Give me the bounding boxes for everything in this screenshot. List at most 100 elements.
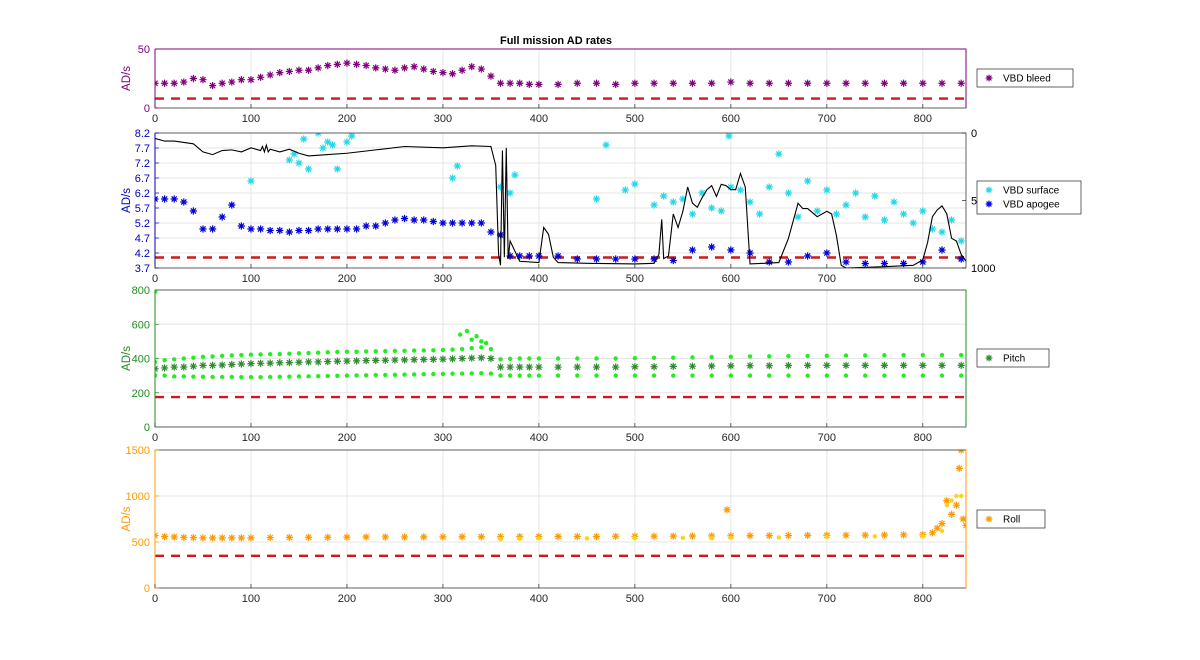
data-point-dot xyxy=(267,374,273,380)
data-point-star xyxy=(880,531,889,539)
data-point-star xyxy=(314,225,322,233)
y-tick-label: 6.2 xyxy=(135,188,150,200)
data-point-star xyxy=(314,358,322,366)
data-point-star xyxy=(496,183,505,191)
data-point-star xyxy=(746,79,754,87)
legend: Roll xyxy=(976,509,1046,529)
data-point-star xyxy=(804,79,812,87)
data-point-dot xyxy=(613,356,618,361)
legend-label: VBD surface xyxy=(1003,186,1060,197)
data-point-star xyxy=(400,214,409,223)
y-axis-label: AD/s xyxy=(121,188,133,213)
data-point-dot xyxy=(805,373,810,378)
data-point-dot xyxy=(258,374,263,380)
legend-box xyxy=(976,180,1082,215)
data-point-dot xyxy=(325,350,330,355)
data-point-star xyxy=(708,79,716,87)
data-point-dot xyxy=(728,535,734,541)
data-point-dot xyxy=(498,537,503,542)
data-point-dot xyxy=(306,350,311,356)
data-point-dot xyxy=(479,371,484,376)
data-point-star xyxy=(900,210,908,218)
data-point-dot xyxy=(354,373,359,378)
data-point-star xyxy=(420,355,428,364)
data-point-star xyxy=(343,357,351,365)
data-point-star xyxy=(708,243,716,251)
data-point-star xyxy=(160,364,169,372)
data-point-star xyxy=(189,74,197,83)
data-point-dot xyxy=(402,372,407,377)
y-tick-label: 5.2 xyxy=(135,218,150,230)
data-point-dot xyxy=(200,354,206,359)
data-point-star xyxy=(506,79,514,87)
x-tick-label: 200 xyxy=(338,593,356,605)
legend: VBD surface VBD apogee xyxy=(976,180,1082,215)
data-point-dot xyxy=(162,373,167,378)
data-point-star xyxy=(727,362,735,370)
data-point-dot xyxy=(872,534,878,539)
data-point-star xyxy=(324,61,332,70)
figure-title: Full mission AD rates xyxy=(500,35,612,47)
data-point-star xyxy=(957,361,965,369)
data-point-star xyxy=(928,529,937,537)
data-point-dot xyxy=(805,353,810,359)
data-point-dot xyxy=(507,356,513,362)
data-point-star xyxy=(688,362,697,370)
data-point-star xyxy=(650,201,658,209)
data-point-dot xyxy=(882,373,887,378)
legend-label: Roll xyxy=(1003,515,1020,526)
data-point-star xyxy=(160,79,169,87)
data-point-dot xyxy=(671,373,676,378)
data-point-dot xyxy=(411,348,417,353)
data-point-dot xyxy=(181,356,186,361)
data-point-star xyxy=(727,183,735,191)
data-point-dot xyxy=(959,352,964,358)
x-tick-label: 300 xyxy=(434,113,452,125)
data-point-dot xyxy=(680,535,686,541)
data-point-star xyxy=(199,534,207,542)
data-point-dot xyxy=(575,373,580,378)
data-point-star xyxy=(420,65,428,73)
data-point-star xyxy=(506,252,514,260)
data-point-dot xyxy=(863,373,868,378)
data-point-star xyxy=(328,141,337,149)
y-tick-label: 5.7 xyxy=(135,203,150,215)
y-axis-label: AD/s xyxy=(121,506,133,531)
data-point-star xyxy=(765,79,773,87)
data-point-star xyxy=(468,219,476,227)
x-tick-label: 600 xyxy=(722,432,740,444)
data-point-dot xyxy=(258,352,263,357)
data-point-star xyxy=(170,79,178,87)
data-point-star xyxy=(180,198,188,206)
data-point-dot xyxy=(901,373,906,378)
data-point-dot xyxy=(939,528,945,534)
data-point-star xyxy=(746,362,754,370)
data-point-star xyxy=(832,210,841,218)
data-point-star xyxy=(381,356,389,364)
data-point-star xyxy=(506,363,514,371)
data-point-star xyxy=(333,60,341,68)
data-point-star xyxy=(900,79,908,87)
data-point-star xyxy=(304,165,313,173)
y-tick-label: 4.2 xyxy=(135,248,150,260)
data-point-star xyxy=(458,219,466,227)
data-point-star xyxy=(439,355,447,363)
data-point-star xyxy=(592,255,601,263)
data-point-star xyxy=(669,198,677,206)
data-point-star xyxy=(285,67,293,76)
data-point-dot xyxy=(248,374,254,380)
data-point-star xyxy=(228,360,236,369)
legend: VBD bleed xyxy=(976,68,1074,88)
data-point-dot xyxy=(191,374,196,379)
data-point-star xyxy=(736,186,745,194)
data-point-star xyxy=(919,207,927,215)
data-point-dot xyxy=(267,352,273,357)
data-point-star xyxy=(295,358,303,366)
data-point-dot xyxy=(229,353,234,358)
data-point-dot xyxy=(155,290,158,294)
data-point-star xyxy=(170,533,178,541)
y-tick-label: 8.2 xyxy=(135,128,150,140)
data-point-star xyxy=(919,79,927,87)
data-point-dot xyxy=(527,356,532,361)
